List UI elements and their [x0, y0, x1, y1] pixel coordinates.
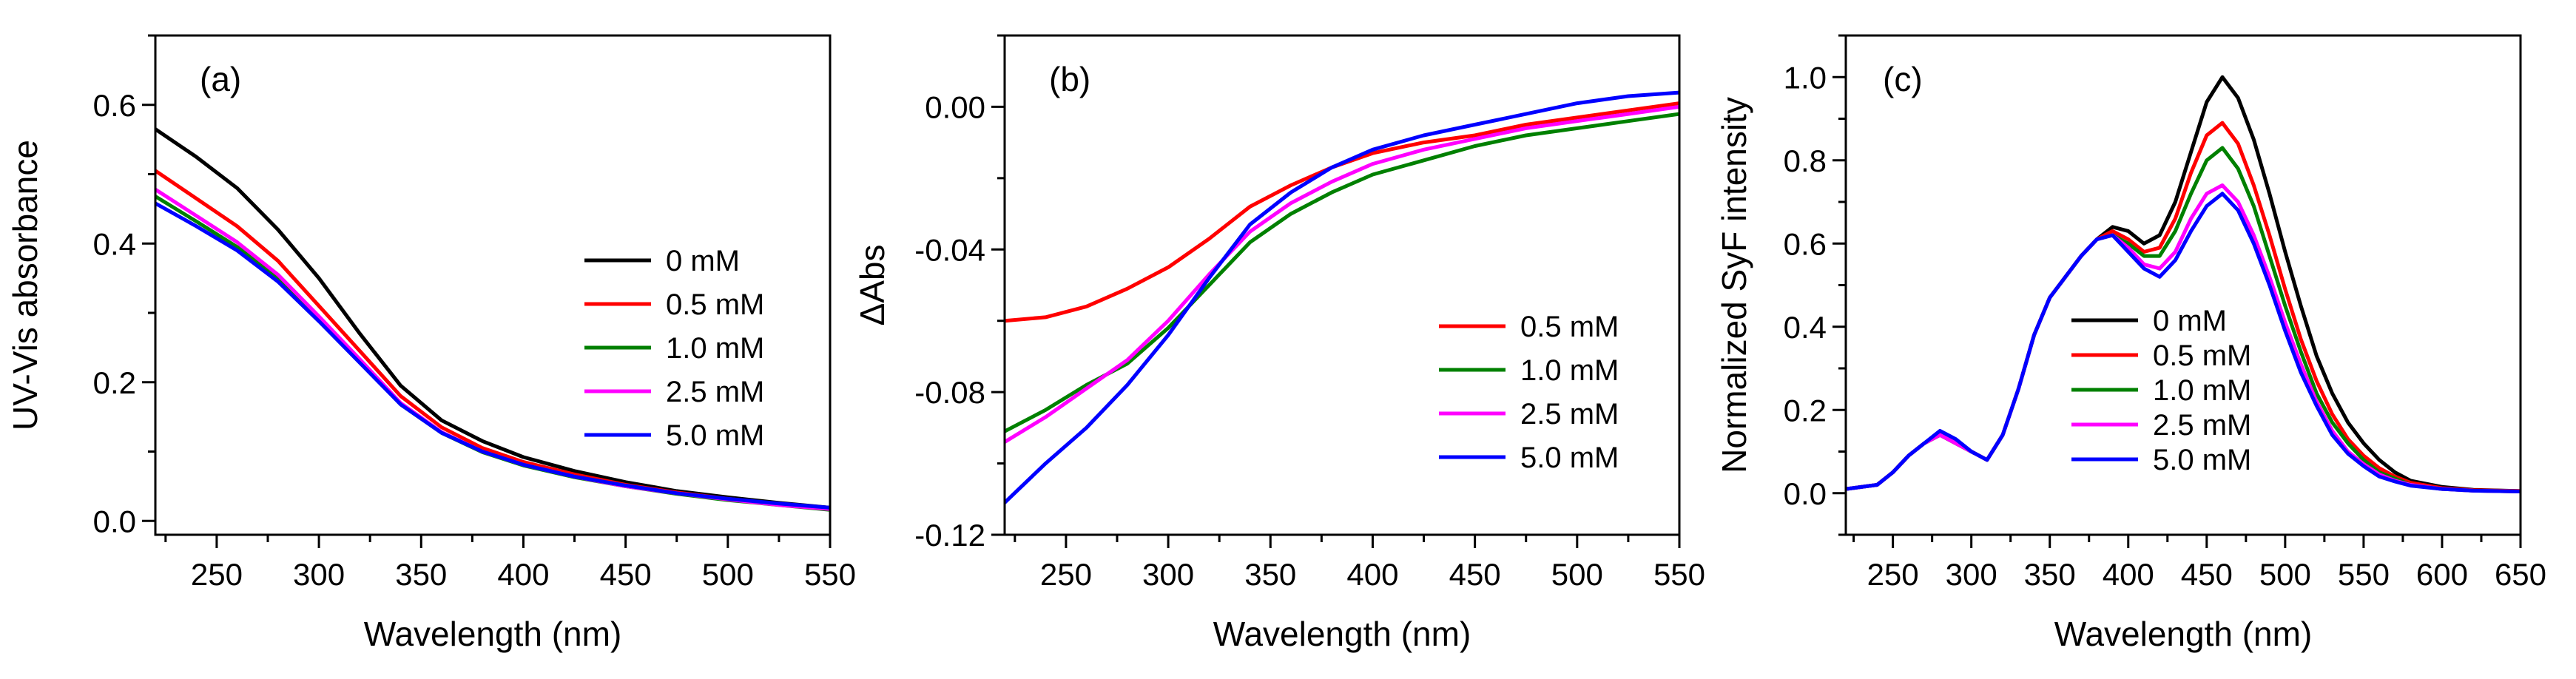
- panel-b-x-tick-label: 350: [1244, 557, 1296, 592]
- panel-a-y-tick-label: 0.6: [93, 88, 136, 123]
- panel-a-x-axis-title: Wavelength (nm): [364, 615, 622, 653]
- panel-a-label: (a): [200, 60, 241, 98]
- panel-b-x-tick-label: 450: [1449, 557, 1501, 592]
- panel-c-legend-label: 1.0 mM: [2153, 374, 2251, 407]
- panel-b-legend: 0.5 mM 1.0 mM 2.5 mM 5.0 mM: [1439, 311, 1619, 474]
- panel-c-x-axis-title: Wavelength (nm): [2054, 615, 2313, 653]
- panel-c-y-tick-label: 0.2: [1784, 393, 1827, 428]
- panel-c-label: (c): [1883, 60, 1923, 98]
- panel-a-legend-label: 2.5 mM: [666, 376, 764, 408]
- panel-c-x-tick-label: 450: [2181, 557, 2233, 592]
- panel-b-series-line-2: [1005, 104, 1679, 445]
- panel-b: 250 300 350 400 450 500 550 -0.12 -0.08 -0.04 0.00…: [853, 34, 1705, 653]
- panel-b-legend-label: 2.5 mM: [1520, 398, 1619, 430]
- panel-a: 250 300 350 400 450 500 550 0.0 0.2 0.4 0.6 Wavelen…: [6, 34, 856, 653]
- panel-a-x-tick-label: 550: [804, 557, 856, 592]
- panel-c-y-tick-label: 0.8: [1784, 143, 1827, 178]
- panel-c-x-tick-label: 300: [1946, 557, 1997, 592]
- panel-a-x-tick-label: 500: [702, 557, 754, 592]
- panel-c-y-tick-label: 0.4: [1784, 310, 1827, 345]
- panel-b-x-tick-label: 300: [1142, 557, 1194, 592]
- panel-b-y-tick-label: -0.08: [914, 375, 985, 410]
- panel-a-axes-frame: [154, 34, 832, 536]
- panel-c-y-axis-title: Normalized SyF intensity: [1715, 97, 1753, 473]
- panel-c-legend-label: 2.5 mM: [2153, 409, 2251, 442]
- panel-a-legend-label: 5.0 mM: [666, 419, 764, 452]
- panel-b-y-tick-label: -0.04: [914, 232, 985, 267]
- panel-b-legend-label: 0.5 mM: [1520, 311, 1619, 343]
- panel-b-y-tick-label: 0.00: [925, 89, 985, 124]
- panel-a-series-line-4: [155, 201, 830, 510]
- panel-c-x-tick-label: 600: [2416, 557, 2468, 592]
- panel-c: 250 300 350 400 450 500 550 600 650 0.0 0.2 0.4 0.6 0…: [1715, 34, 2546, 653]
- panel-c-y-tick-label: 0.6: [1784, 226, 1827, 261]
- panel-c-x-tick-label: 250: [1867, 557, 1919, 592]
- panel-a-y-axis-title: UV-Vis absorbance: [6, 140, 44, 430]
- panel-b-x-tick-label: 550: [1653, 557, 1705, 592]
- panel-a-legend-label: 0 mM: [666, 245, 740, 277]
- panel-c-legend-label: 5.0 mM: [2153, 444, 2251, 476]
- panel-a-x-tick-label: 350: [395, 557, 447, 592]
- panel-a-x-tick-label: 400: [497, 557, 549, 592]
- panel-a-x-tick-label: 250: [191, 557, 243, 592]
- panel-a-y-tick-label: 0.2: [93, 365, 136, 400]
- panel-c-x-tick-label: 500: [2259, 557, 2311, 592]
- panel-c-x-tick-label: 350: [2024, 557, 2076, 592]
- panel-c-legend-label: 0.5 mM: [2153, 340, 2251, 372]
- panel-b-series-line-3: [1005, 90, 1679, 505]
- panel-c-series-line-4: [1846, 192, 2521, 493]
- panel-b-x-tick-label: 500: [1551, 557, 1603, 592]
- panel-b-series-line-0: [1005, 101, 1679, 323]
- panel-b-x-tick-label: 250: [1040, 557, 1092, 592]
- panel-c-y-tick-label: 1.0: [1784, 60, 1827, 95]
- panel-a-legend: 0 mM 0.5 mM 1.0 mM 2.5 mM 5.0 mM: [584, 245, 764, 452]
- panel-a-y-tick-label: 0.0: [93, 504, 136, 538]
- panel-c-x-tick-label: 550: [2338, 557, 2390, 592]
- panel-b-x-tick-label: 400: [1346, 557, 1398, 592]
- panel-a-y-tick-label: 0.4: [93, 226, 136, 261]
- panel-b-label: (b): [1049, 60, 1090, 98]
- panel-c-legend: 0 mM0.5 mM1.0 mM2.5 mM5.0 mM: [2071, 305, 2251, 476]
- panel-a-x-tick-label: 300: [293, 557, 345, 592]
- panel-c-x-tick-label: 650: [2495, 557, 2546, 592]
- panel-b-y-axis-title: ΔAbs: [853, 245, 891, 326]
- panel-c-x-tick-label: 400: [2103, 557, 2154, 592]
- panel-b-legend-label: 5.0 mM: [1520, 442, 1619, 474]
- panel-a-x-tick-label: 450: [600, 557, 652, 592]
- panel-b-legend-label: 1.0 mM: [1520, 354, 1619, 387]
- panel-c-legend-label: 0 mM: [2153, 305, 2227, 337]
- panel-b-y-tick-label: -0.12: [914, 518, 985, 553]
- panel-a-legend-label: 1.0 mM: [666, 332, 764, 365]
- panel-b-x-axis-title: Wavelength (nm): [1213, 615, 1471, 653]
- panel-c-y-tick-label: 0.0: [1784, 476, 1827, 511]
- panel-b-axes-frame: [1003, 34, 1681, 536]
- panel-a-legend-label: 0.5 mM: [666, 288, 764, 321]
